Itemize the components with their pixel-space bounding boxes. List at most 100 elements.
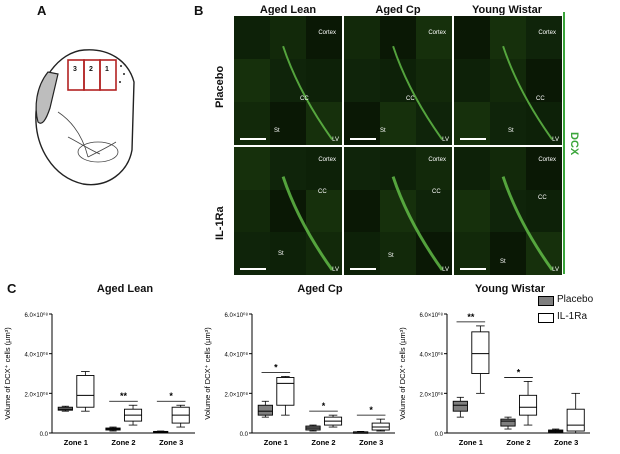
micrograph-aged-lean-il1ra: Cortex CC St LV	[233, 146, 343, 276]
micrograph-tile	[305, 147, 342, 190]
label-st: St	[508, 128, 514, 134]
label-st: St	[278, 251, 284, 257]
panel-label-c: C	[7, 281, 17, 296]
micrograph-tile	[415, 58, 452, 102]
dcx-indicator-line	[563, 12, 565, 274]
dcx-fibre-streak	[501, 176, 554, 271]
micrograph-tile	[489, 58, 526, 102]
micrograph-tile	[379, 232, 416, 275]
label-lv: LV	[442, 267, 449, 273]
label-cc: CC	[406, 96, 415, 102]
dcx-fibre-streak	[391, 176, 444, 271]
label-cc: CC	[536, 96, 545, 102]
micrograph-tile	[269, 189, 306, 233]
label-lv: LV	[332, 137, 339, 143]
micrograph-tile	[269, 58, 306, 102]
micrograph-tile	[454, 101, 490, 145]
label-cc: CC	[318, 189, 327, 195]
micrograph-tile	[379, 101, 416, 145]
significance-marker: **	[120, 391, 128, 401]
micrograph-tile	[489, 101, 526, 145]
dot	[120, 65, 122, 67]
micrograph-tile	[454, 147, 490, 190]
x-tick-label: Zone 2	[506, 438, 530, 447]
label-cortex: Cortex	[318, 30, 336, 36]
micrograph-tile	[234, 147, 270, 190]
y-tick-label: 6.0×10⁰⁸	[225, 312, 249, 319]
label-cc: CC	[300, 96, 309, 102]
micrograph-tile	[234, 16, 270, 59]
dcx-staining	[281, 176, 334, 271]
dcx-fibre-streak	[282, 45, 333, 140]
x-tick-label: Zone 2	[111, 438, 135, 447]
zone-box-2	[83, 59, 101, 91]
micrograph-tile	[234, 189, 270, 233]
box-il-1ra	[276, 377, 295, 406]
chart-title-aged-lean: Aged Lean	[96, 283, 154, 295]
scale-bar	[240, 138, 266, 140]
label-lv: LV	[552, 137, 559, 143]
y-tick-label: 6.0×10⁰⁸	[420, 312, 444, 319]
chart-title-young-wistar: Young Wistar	[475, 283, 545, 295]
micrograph-aged-lean-placebo: Cortex CC St LV	[233, 15, 343, 146]
micrograph-tile	[344, 189, 380, 233]
micrograph-tile	[344, 16, 380, 59]
scale-bar	[460, 138, 486, 140]
dcx-staining	[391, 176, 444, 271]
legend-swatch-placebo	[538, 296, 554, 306]
dot	[119, 81, 121, 83]
micrograph-tile	[525, 16, 562, 59]
micrograph-tile	[489, 189, 526, 233]
legend-swatch-il1ra	[538, 313, 554, 323]
micrograph-young-wistar-il1ra: Cortex CC St LV	[453, 146, 563, 276]
micrograph-tile	[269, 101, 306, 145]
dcx-staining	[502, 45, 553, 140]
significance-marker: *	[169, 391, 173, 401]
scale-bar	[350, 268, 376, 270]
y-tick-label: 2.0×10⁰⁸	[25, 391, 49, 398]
box-placebo	[452, 400, 468, 412]
brain-section-schematic: 3 2 1	[35, 49, 135, 186]
dcx-staining	[501, 176, 554, 271]
column-title-aged-lean: Aged Lean	[259, 4, 317, 16]
micrograph-tile	[525, 58, 562, 102]
micrograph-tile	[489, 16, 526, 59]
chart-young-wistar: 0.0 2.0×10⁰⁸ 4.0×10⁰⁸ 6.0×10⁰⁸ Volume of DCX…	[398, 312, 590, 447]
scale-bar	[350, 138, 376, 140]
label-lv: LV	[332, 267, 339, 273]
label-cortex: Cortex	[428, 157, 446, 163]
micrograph-tile	[415, 189, 452, 233]
label-lv: LV	[442, 137, 449, 143]
y-tick-label: 6.0×10⁰⁸	[25, 312, 49, 319]
dcx-staining	[282, 45, 333, 140]
row-title-il1ra: IL-1Ra	[214, 206, 226, 240]
x-tick-label: Zone 1	[264, 438, 288, 447]
box-il-1ra	[519, 394, 538, 416]
legend-label-il1ra: IL-1Ra	[557, 311, 588, 322]
micrograph-tile	[525, 189, 562, 233]
panel-label-a: A	[37, 3, 47, 18]
y-tick-label: 4.0×10⁰⁸	[420, 352, 444, 359]
zone-label-2: 2	[89, 66, 93, 73]
micrograph-tile	[454, 189, 490, 233]
box-il-1ra	[76, 375, 95, 408]
micrograph-tile	[305, 189, 342, 233]
x-tick-label: Zone 2	[311, 438, 335, 447]
y-tick-label: 0.0	[435, 432, 444, 438]
micrograph-tile	[454, 232, 490, 275]
box-il-1ra	[471, 331, 490, 374]
dcx-fibre-streak	[281, 176, 334, 271]
significance-marker: **	[467, 312, 475, 322]
zone-box-1	[99, 59, 117, 91]
box-placebo	[257, 404, 273, 416]
micrograph-tile	[489, 147, 526, 190]
label-st: St	[380, 128, 386, 134]
micrograph-tile	[269, 16, 306, 59]
micrograph-tile	[344, 58, 380, 102]
x-tick-label: Zone 3	[159, 438, 183, 447]
significance-marker: *	[517, 367, 521, 377]
micrograph-aged-cp-il1ra: Cortex CC St LV	[343, 146, 453, 276]
label-lv: LV	[552, 267, 559, 273]
y-axis-label: Volume of DCX⁺ cells (µm³)	[398, 327, 407, 420]
y-tick-label: 4.0×10⁰⁸	[225, 352, 249, 359]
